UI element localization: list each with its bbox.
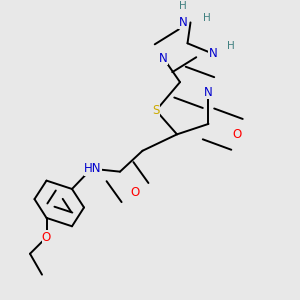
Text: HN: HN — [84, 162, 102, 175]
Text: N: N — [159, 52, 168, 65]
Text: N: N — [204, 86, 213, 99]
Text: N: N — [178, 16, 188, 29]
Text: O: O — [42, 231, 51, 244]
Text: S: S — [152, 104, 160, 117]
Text: H: H — [227, 41, 235, 51]
Text: O: O — [232, 128, 242, 141]
Text: N: N — [208, 47, 217, 60]
Text: H: H — [203, 13, 211, 23]
Text: O: O — [130, 186, 140, 199]
Text: H: H — [179, 1, 187, 11]
